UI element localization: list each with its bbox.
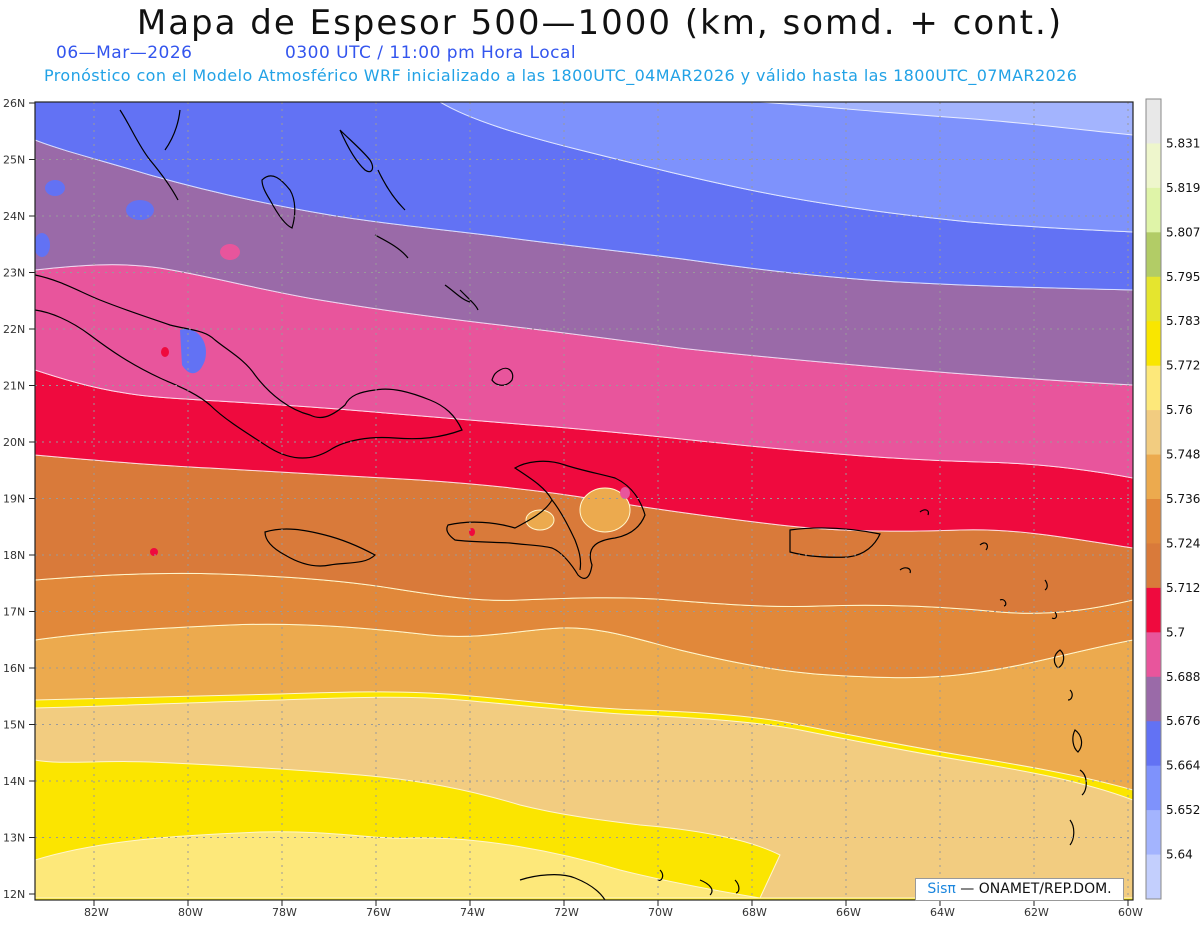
colorbar-label: 5.783 — [1166, 314, 1200, 328]
longitude-axis: 82W 80W 78W 76W 74W 72W 70W 68W 66W 64W 62W 60W — [84, 900, 1143, 919]
band-5-652 — [439, 102, 1133, 233]
longitude-label: 80W — [178, 906, 203, 919]
latitude-label: 16N — [3, 662, 25, 675]
colorbar-swatch — [1146, 321, 1161, 367]
latitude-label: 20N — [3, 436, 25, 449]
colorbar-swatch — [1146, 454, 1161, 500]
colorbar-swatch — [1146, 765, 1161, 811]
colorbar-label: 5.819 — [1166, 181, 1200, 195]
forecast-label: Pronóstico con el Modelo Atmosférico WRF… — [44, 66, 1078, 85]
credit-brand: Sisπ — [927, 881, 956, 897]
latitude-label: 18N — [3, 549, 25, 562]
colorbar-label: 5.831 — [1166, 136, 1200, 150]
longitude-label: 72W — [554, 906, 579, 919]
colorbar-swatch — [1146, 232, 1161, 278]
colorbar-swatch — [1146, 632, 1161, 678]
longitude-label: 60W — [1118, 906, 1143, 919]
small-anomaly — [45, 180, 65, 196]
colorbar-swatch — [1146, 587, 1161, 633]
colorbar-label: 5.7 — [1166, 625, 1185, 639]
band-5-748 — [35, 696, 1133, 899]
latitude-label: 24N — [3, 210, 25, 223]
map-title: Mapa de Espesor 500—1000 (km, somd. + co… — [136, 3, 1064, 43]
small-anomaly — [35, 233, 50, 257]
colorbar-swatch — [1146, 143, 1161, 189]
longitude-label: 66W — [836, 906, 861, 919]
colorbar-swatch — [1146, 543, 1161, 589]
colorbar-label: 5.807 — [1166, 225, 1200, 239]
date-label: 06—Mar—2026 — [56, 43, 193, 63]
colorbar-label: 5.676 — [1166, 714, 1200, 728]
longitude-label: 70W — [648, 906, 673, 919]
credit-box: Sisπ — ONAMET/REP.DOM. — [915, 878, 1124, 901]
longitude-label: 64W — [930, 906, 955, 919]
longitude-label: 68W — [742, 906, 767, 919]
colorbar-label: 5.795 — [1166, 270, 1200, 284]
colorbar-swatch — [1146, 721, 1161, 767]
longitude-label: 62W — [1024, 906, 1049, 919]
colorbar-swatch — [1146, 99, 1161, 144]
time-label: 0300 UTC / 11:00 pm Hora Local — [285, 43, 577, 63]
colorbar-label: 5.64 — [1166, 848, 1193, 862]
colorbar-label: 5.724 — [1166, 536, 1200, 550]
graticule — [35, 102, 1133, 900]
small-anomaly — [220, 244, 240, 260]
longitude-label: 74W — [460, 906, 485, 919]
latitude-label: 12N — [3, 888, 25, 901]
colorbar-swatch — [1146, 410, 1161, 456]
colorbar-frame — [1145, 98, 1162, 900]
colorbar-swatch — [1146, 187, 1161, 233]
colorbar-swatch — [1146, 676, 1161, 722]
small-anomaly — [525, 509, 555, 531]
longitude-label: 76W — [366, 906, 391, 919]
coastlines — [35, 109, 1087, 900]
colorbar-label: 5.652 — [1166, 803, 1200, 817]
latitude-label: 22N — [3, 323, 25, 336]
map-frame — [34, 101, 1134, 901]
latitude-label: 25N — [3, 154, 25, 167]
colorbar-label: 5.76 — [1166, 403, 1193, 417]
colorbar-label: 5.712 — [1166, 581, 1200, 595]
latitude-label: 14N — [3, 775, 25, 788]
colorbar: 5.831 5.819 5.807 5.795 5.783 5.772 5.76 5.748 5… — [1145, 98, 1200, 900]
small-anomaly — [126, 200, 154, 220]
colorbar-label: 5.748 — [1166, 448, 1200, 462]
latitude-label: 26N — [3, 97, 25, 110]
credit-text: — ONAMET/REP.DOM. — [955, 881, 1112, 897]
colorbar-swatch — [1146, 854, 1161, 900]
latitude-label: 19N — [3, 493, 25, 506]
latitude-label: 21N — [3, 380, 25, 393]
small-anomaly — [180, 329, 206, 374]
colorbar-label: 5.736 — [1166, 492, 1200, 506]
colorbar-swatch — [1146, 499, 1161, 544]
band-5-64 — [759, 102, 1133, 136]
colorbar-label: 5.664 — [1166, 759, 1200, 773]
colorbar-label: 5.772 — [1166, 359, 1200, 373]
latitude-label: 13N — [3, 832, 25, 845]
colorbar-swatch — [1146, 810, 1161, 856]
colorbar-swatch — [1146, 365, 1161, 411]
band-5-76 — [35, 831, 761, 899]
latitude-label: 15N — [3, 719, 25, 732]
longitude-label: 78W — [272, 906, 297, 919]
latitude-axis: 26N 25N 24N 23N 22N 21N 20N 19N 18N 17N 16N 15N 14N 1… — [3, 97, 35, 901]
map-plot-area — [35, 102, 1133, 900]
colorbar-swatch — [1146, 276, 1161, 322]
small-anomaly — [620, 487, 630, 499]
small-anomaly — [161, 347, 169, 357]
latitude-label: 23N — [3, 267, 25, 280]
latitude-label: 17N — [3, 606, 25, 619]
colorbar-label: 5.688 — [1166, 670, 1200, 684]
longitude-label: 82W — [84, 906, 109, 919]
small-anomaly — [150, 548, 158, 556]
